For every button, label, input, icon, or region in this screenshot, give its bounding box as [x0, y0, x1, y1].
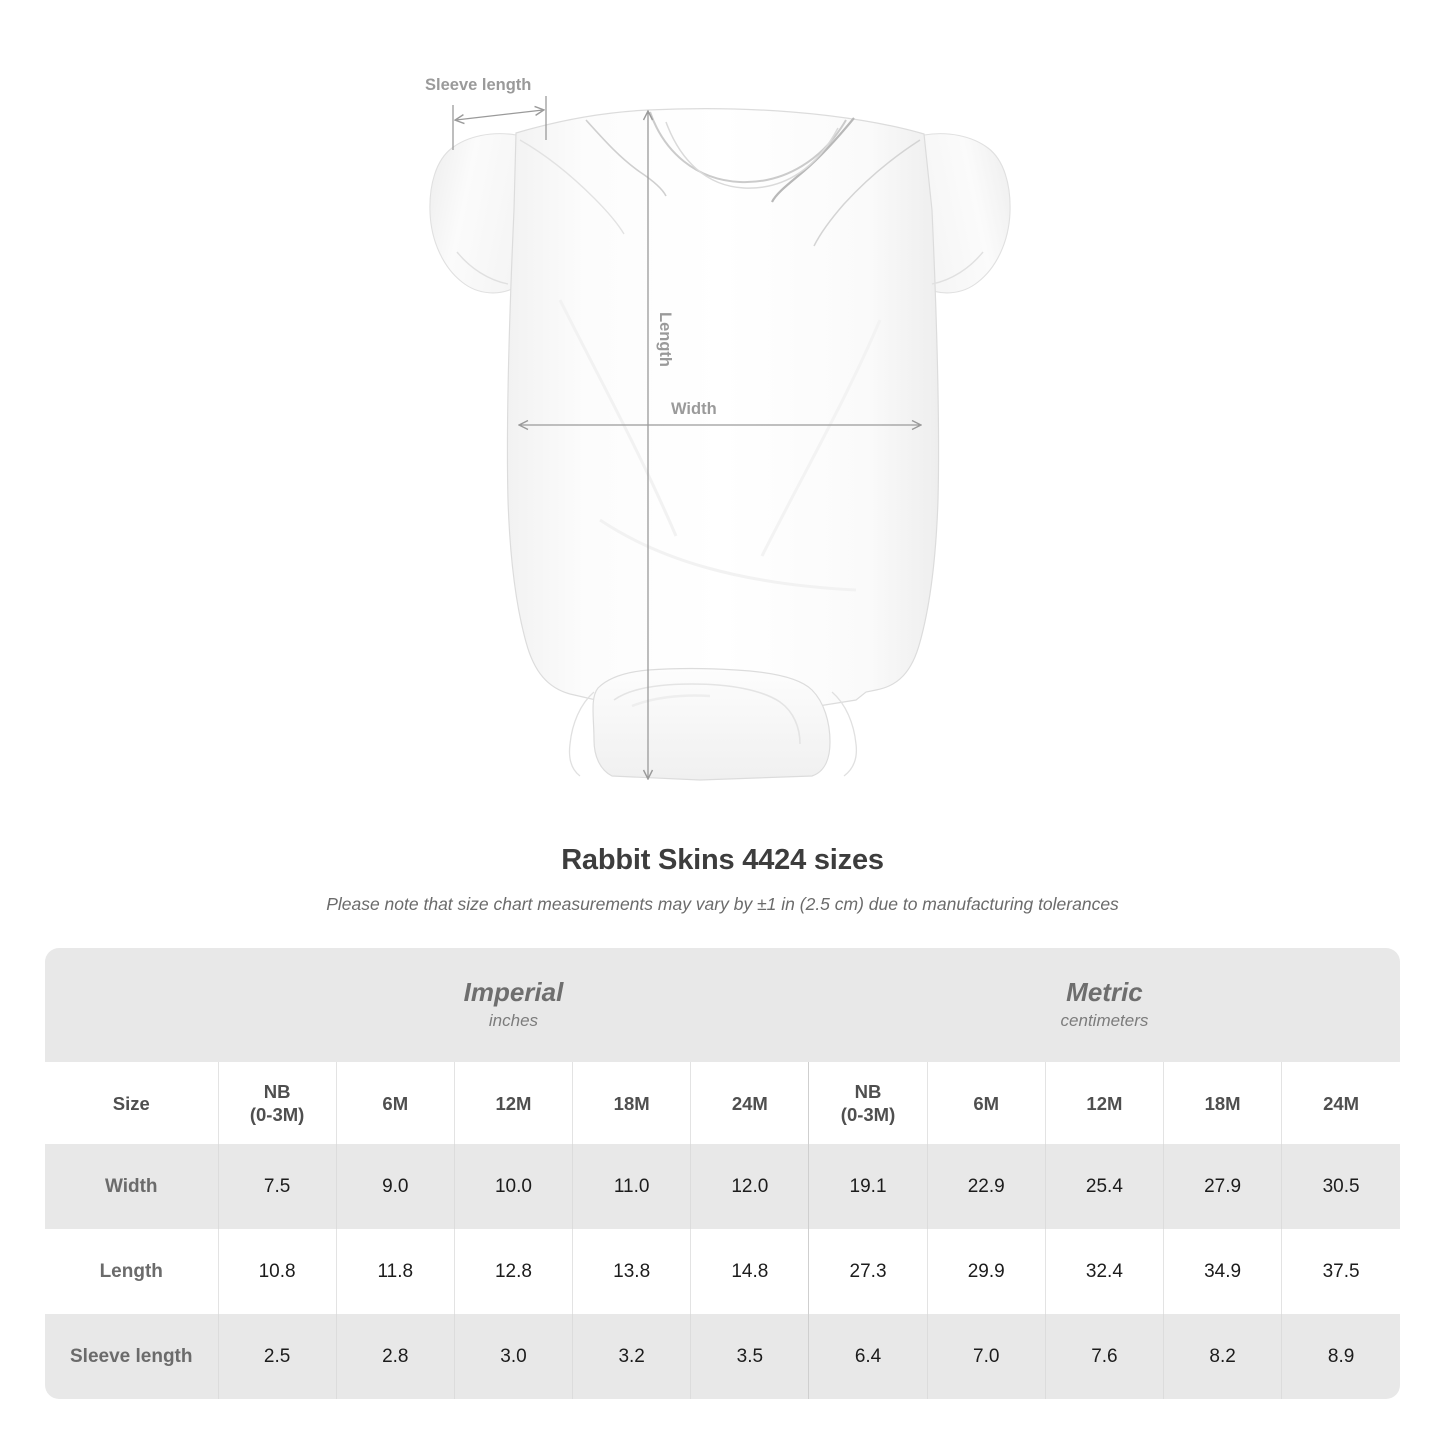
bodysuit-body [506, 108, 940, 709]
size-header-row: Size NB (0-3M) 6M 12M 18M 24M N [45, 1062, 1400, 1144]
size-header-metric-12m: 12M [1044, 1062, 1164, 1144]
right-sleeve-hem [931, 251, 984, 285]
cell-width-imperial-24m: 12.0 [690, 1144, 809, 1229]
cell-width-imperial-nb: 7.5 [217, 1144, 337, 1229]
garment-illustration: Sleeve length Length Width [425, 76, 1011, 781]
cell-sleeve-imperial-6m: 2.8 [335, 1314, 455, 1399]
cell-sleeve-metric-nb: 6.4 [808, 1314, 928, 1399]
sleeve-length-arrow [456, 110, 543, 120]
cell-width-metric-24m: 30.5 [1281, 1144, 1400, 1229]
width-label: Width [671, 400, 717, 418]
unit-sub-imperial: inches [488, 1011, 539, 1030]
cell-width-metric-nb: 19.1 [808, 1144, 928, 1229]
size-header-metric-nb: NB (0-3M) [808, 1062, 928, 1144]
size-line1: 12M [1086, 1092, 1123, 1114]
sleeve-length-label: Sleeve length [425, 76, 531, 94]
size-line2: (0-3M) [840, 1104, 896, 1125]
size-header-imperial-24m: 24M [690, 1062, 809, 1144]
cell-length-metric-24m: 37.5 [1281, 1229, 1400, 1314]
table-row: Sleeve length 2.5 2.8 3.0 3.2 3.5 6.4 7.… [45, 1314, 1400, 1399]
cell-sleeve-imperial-nb: 2.5 [217, 1314, 337, 1399]
size-header-metric-18m: 18M [1162, 1062, 1282, 1144]
size-line1: NB [263, 1081, 291, 1102]
size-header-imperial-18m: 18M [572, 1062, 691, 1144]
table-row: Width 7.5 9.0 10.0 11.0 12.0 19.1 22.9 2… [45, 1144, 1400, 1229]
cell-sleeve-imperial-12m: 3.0 [453, 1314, 573, 1399]
size-chart-table: Imperial inches Metric centimeters Size … [45, 948, 1400, 1399]
cell-length-imperial-18m: 13.8 [572, 1229, 691, 1314]
size-header-metric-24m: 24M [1281, 1062, 1400, 1144]
size-header-label: Size [45, 1062, 218, 1144]
cell-sleeve-imperial-24m: 3.5 [690, 1314, 809, 1399]
cell-length-metric-nb: 27.3 [808, 1229, 928, 1314]
cell-length-metric-6m: 29.9 [926, 1229, 1046, 1314]
cell-sleeve-metric-24m: 8.9 [1281, 1314, 1400, 1399]
crotch-flap-highlight [631, 694, 711, 708]
body-wrinkle-3 [599, 518, 857, 592]
left-sleeve-hem [456, 251, 509, 285]
size-line1: 18M [613, 1092, 650, 1114]
cell-sleeve-imperial-18m: 3.2 [572, 1314, 691, 1399]
size-chart-table-container: Imperial inches Metric centimeters Size … [45, 948, 1400, 1399]
cell-sleeve-metric-6m: 7.0 [926, 1314, 1046, 1399]
body-wrinkle-1 [558, 299, 678, 537]
size-line1: 24M [731, 1092, 768, 1114]
size-line2: (0-3M) [249, 1104, 305, 1125]
cell-length-imperial-12m: 12.8 [453, 1229, 573, 1314]
left-armhole-seam [519, 139, 625, 235]
left-shoulder-seam [585, 119, 667, 197]
left-leg-opening [568, 691, 595, 777]
body-wrinkle-2 [760, 319, 882, 557]
row-label-sleeve-length: Sleeve length [45, 1314, 218, 1399]
length-label: Length [656, 312, 674, 367]
page-title: Rabbit Skins 4424 sizes [561, 844, 884, 876]
size-line1: 18M [1204, 1092, 1241, 1114]
cell-width-metric-6m: 22.9 [926, 1144, 1046, 1229]
unit-header-metric: Metric centimeters [808, 948, 1400, 1062]
cell-width-imperial-18m: 11.0 [572, 1144, 691, 1229]
size-header-imperial-nb: NB (0-3M) [217, 1062, 337, 1144]
cell-width-imperial-12m: 10.0 [453, 1144, 573, 1229]
chart-heading: Rabbit Skins 4424 sizes Please note that… [0, 840, 1445, 916]
unit-header-row: Imperial inches Metric centimeters [45, 948, 1400, 1062]
neckline-outer [649, 111, 847, 184]
size-line1: 6M [382, 1092, 409, 1114]
row-label-width: Width [45, 1144, 218, 1229]
size-line1: 6M [973, 1092, 1000, 1114]
unit-header-imperial: Imperial inches [218, 948, 809, 1062]
right-armhole-seam [813, 139, 921, 247]
right-shoulder-seam [771, 117, 855, 203]
unit-sub-metric: centimeters [1060, 1011, 1149, 1030]
cell-length-imperial-24m: 14.8 [690, 1229, 809, 1314]
cell-width-imperial-6m: 9.0 [335, 1144, 455, 1229]
cell-length-imperial-6m: 11.8 [335, 1229, 455, 1314]
row-label-length: Length [45, 1229, 218, 1314]
unit-name-metric: Metric [1066, 977, 1143, 1007]
cell-width-metric-12m: 25.4 [1044, 1144, 1164, 1229]
tolerance-note: Please note that size chart measurements… [326, 894, 1119, 914]
cell-sleeve-metric-18m: 8.2 [1162, 1314, 1282, 1399]
cell-length-imperial-nb: 10.8 [217, 1229, 337, 1314]
right-leg-opening [831, 691, 858, 777]
cell-length-metric-18m: 34.9 [1162, 1229, 1282, 1314]
cell-width-metric-18m: 27.9 [1162, 1144, 1282, 1229]
size-header-imperial-12m: 12M [453, 1062, 573, 1144]
cell-length-metric-12m: 32.4 [1044, 1229, 1164, 1314]
onesie-graphic [429, 108, 1011, 781]
size-line1: 12M [495, 1092, 532, 1114]
cell-sleeve-metric-12m: 7.6 [1044, 1314, 1164, 1399]
size-header-metric-6m: 6M [926, 1062, 1046, 1144]
unit-name-imperial: Imperial [463, 977, 564, 1007]
size-line1: NB [854, 1081, 882, 1102]
neckline-inner [665, 121, 839, 189]
measurement-annotations: Sleeve length Length Width [425, 76, 920, 778]
unit-header-spacer [45, 948, 218, 1062]
size-header-imperial-6m: 6M [335, 1062, 455, 1144]
size-line1: 24M [1323, 1092, 1360, 1114]
table-row: Length 10.8 11.8 12.8 13.8 14.8 27.3 29.… [45, 1229, 1400, 1314]
crotch-flap-binding [613, 683, 801, 745]
